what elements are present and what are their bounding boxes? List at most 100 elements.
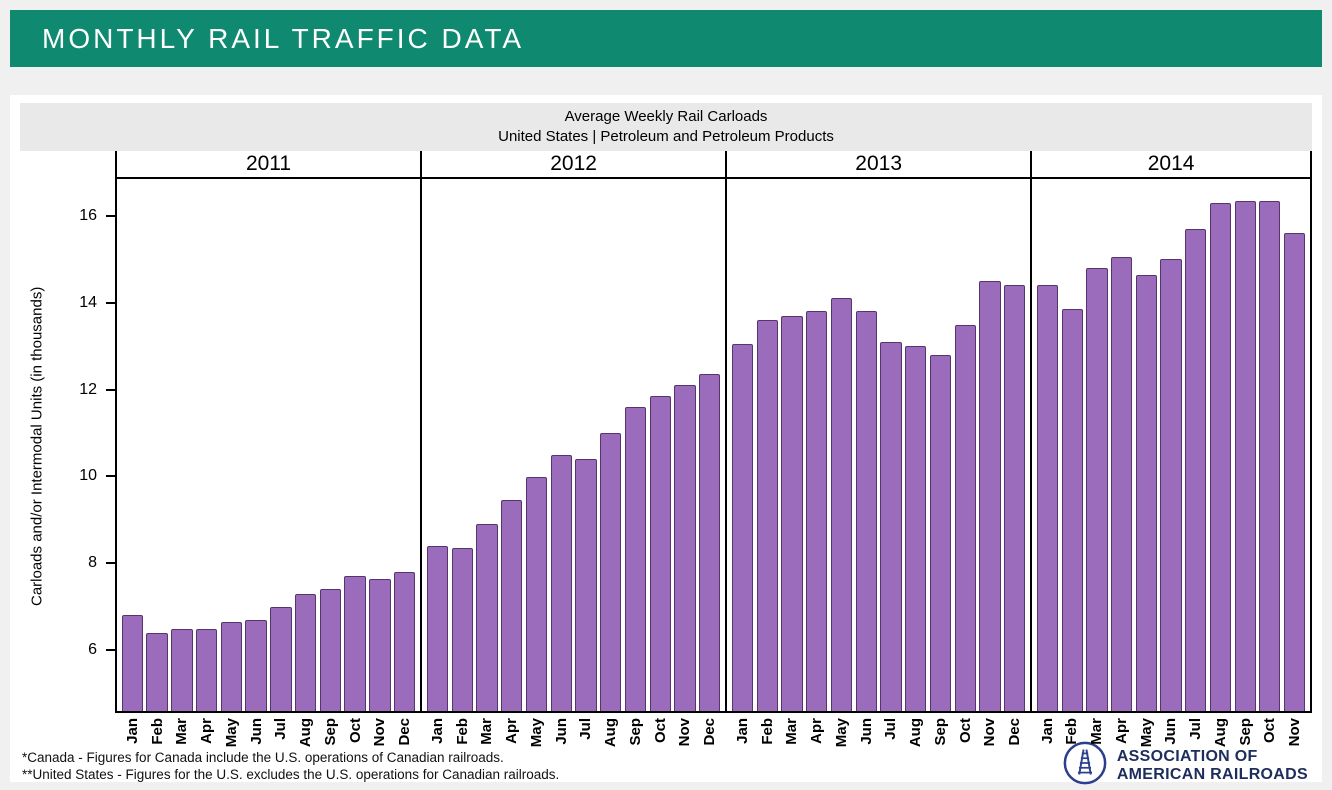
bar <box>954 324 976 711</box>
x-tick-slot: May <box>219 713 244 747</box>
year-group-2013: 2013 <box>727 151 1033 711</box>
report-card: Average Weekly Rail Carloads United Stat… <box>10 95 1322 785</box>
bar-slot <box>244 179 269 711</box>
x-tick-label: Dec <box>396 718 414 746</box>
chart-title-line1: Average Weekly Rail Carloads <box>564 108 768 125</box>
y-tick-label: 16 <box>79 206 97 224</box>
bar-slot <box>475 179 500 711</box>
bar-slot <box>829 179 854 711</box>
footnote-united-states: **United States - Figures for the U.S. e… <box>22 766 560 782</box>
bar <box>146 632 168 711</box>
bar <box>1160 259 1182 711</box>
y-tick-label: 14 <box>79 293 97 311</box>
x-tick-label: May <box>1137 718 1155 748</box>
bar-slot <box>673 179 698 711</box>
x-tick-slot: Nov <box>368 713 393 747</box>
x-tick-label: Sep <box>1236 718 1254 746</box>
x-tick-label: Oct <box>346 718 364 744</box>
x-tick-slot: Sep <box>318 713 343 747</box>
x-tick-slot: Feb <box>450 713 475 747</box>
x-tick-label: Dec <box>701 718 719 746</box>
x-tick-label: Jul <box>272 718 290 740</box>
y-tick-mark <box>106 388 115 391</box>
bar <box>1185 228 1207 711</box>
x-tick-label: Jan <box>123 718 141 744</box>
x-tick-label: Sep <box>931 718 949 746</box>
x-tick-slot: Apr <box>499 713 524 747</box>
y-tick-label: 6 <box>88 641 97 659</box>
bar-slot <box>854 179 879 711</box>
x-tick-label: Aug <box>297 718 315 748</box>
y-tick-mark <box>106 214 115 217</box>
bar <box>781 315 803 711</box>
page-header-banner: MONTHLY RAIL TRAFFIC DATA <box>10 10 1322 67</box>
x-tick-label: Aug <box>1211 718 1229 748</box>
bar-slot <box>1183 179 1208 711</box>
x-tick-label: Feb <box>1063 718 1081 745</box>
bar <box>756 320 778 711</box>
bar-slot <box>194 179 219 711</box>
bars-region <box>727 179 1030 711</box>
bar-slot <box>903 179 928 711</box>
bar-slot <box>978 179 1003 711</box>
footnote-canada: *Canada - Figures for Canada include the… <box>22 749 504 765</box>
bar <box>1259 200 1281 711</box>
bar <box>929 354 952 711</box>
x-tick-label: Sep <box>626 718 644 746</box>
bar <box>344 576 366 711</box>
x-tick-label: May <box>222 718 240 748</box>
x-tick-slot: Mar <box>1084 713 1109 747</box>
x-tick-slot: Aug <box>903 713 928 747</box>
x-tick-slot: Jun <box>549 713 574 747</box>
x-tick-slot: Jan <box>120 713 145 747</box>
bar <box>880 341 902 711</box>
x-tick-slot: Apr <box>804 713 829 747</box>
x-tick-label: Jun <box>857 718 875 745</box>
x-tick-label: Jan <box>1038 718 1056 744</box>
x-tick-label: Jan <box>428 718 446 744</box>
x-tick-slot: Sep <box>928 713 953 747</box>
x-tick-slot: Aug <box>1208 713 1233 747</box>
x-tick-slot: Jul <box>269 713 294 747</box>
bar-slot <box>1258 179 1283 711</box>
y-tick-mark <box>106 475 115 478</box>
y-tick-label: 8 <box>88 554 97 572</box>
bar-slot <box>1159 179 1184 711</box>
x-tick-slot: Nov <box>977 713 1002 747</box>
page-title: MONTHLY RAIL TRAFFIC DATA <box>42 23 525 54</box>
x-tick-label: Nov <box>981 718 999 747</box>
bar-slot <box>755 179 780 711</box>
bar-slot <box>574 179 599 711</box>
bar <box>195 628 218 711</box>
x-tick-label: Nov <box>676 718 694 747</box>
x-tick-slot: Jul <box>1183 713 1208 747</box>
bar-slot <box>1002 179 1027 711</box>
x-tick-label: Jun <box>552 718 570 745</box>
x-tick-slot: Dec <box>697 713 722 747</box>
bars-region <box>422 179 725 711</box>
x-tick-label: Mar <box>1088 718 1106 745</box>
bar <box>905 346 927 711</box>
x-tick-label: Jul <box>577 718 595 740</box>
x-tick-slot: Jun <box>244 713 269 747</box>
x-tick-label: Jun <box>1162 718 1180 745</box>
x-tick-slot: Mar <box>170 713 195 747</box>
x-tick-slot: Mar <box>474 713 499 747</box>
x-tick-slot: Sep <box>623 713 648 747</box>
bar <box>319 589 342 711</box>
x-tick-label: Apr <box>503 718 521 744</box>
bar-slot <box>293 179 318 711</box>
bar <box>979 281 1001 711</box>
bar-slot <box>269 179 294 711</box>
bar-slot <box>953 179 978 711</box>
x-tick-slot: May <box>829 713 854 747</box>
bar <box>731 344 754 711</box>
bar-slot <box>392 179 417 711</box>
bar <box>393 572 416 711</box>
bar-slot <box>879 179 904 711</box>
bar-slot <box>120 179 145 711</box>
year-label: 2012 <box>422 151 726 179</box>
x-tick-slot: Dec <box>1002 713 1027 747</box>
x-tick-label: Dec <box>1006 718 1023 746</box>
bar <box>1086 268 1108 711</box>
